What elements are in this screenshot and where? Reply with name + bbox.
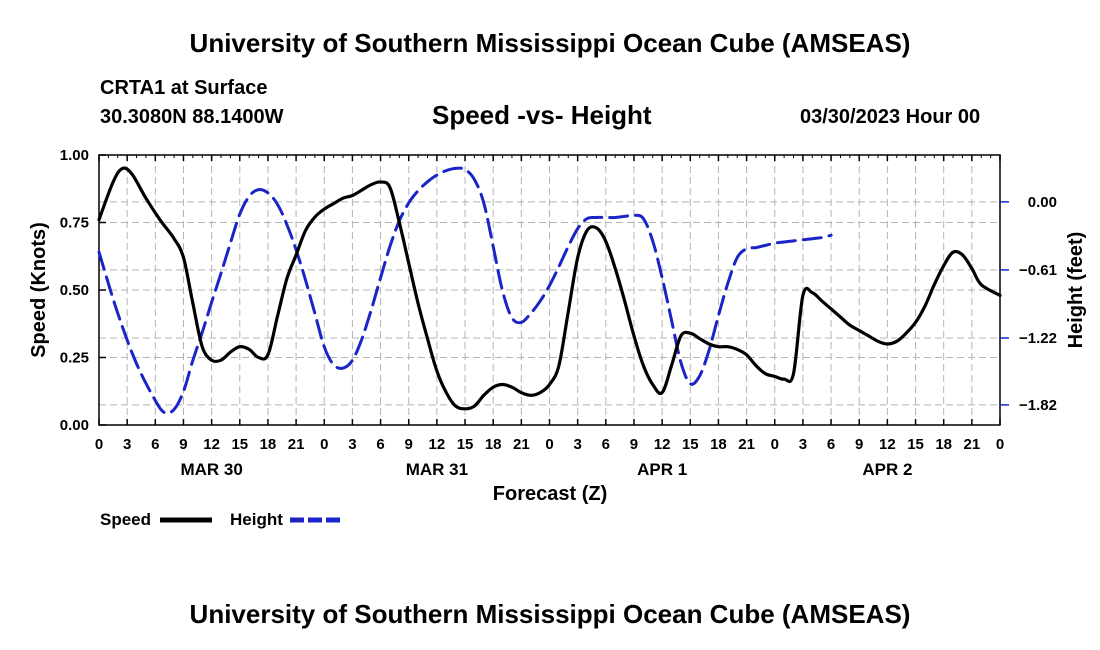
x-tick-label: 0	[95, 436, 103, 453]
series-line-speed	[97, 166, 1002, 411]
x-tick-label: 9	[179, 436, 187, 453]
footer-title: University of Southern Mississippi Ocean…	[189, 599, 911, 629]
x-tick-label: 0	[771, 436, 779, 453]
y-tick-label-left: 0.75	[60, 215, 89, 232]
x-tick-label: 12	[203, 436, 220, 453]
x-tick-label: 6	[376, 436, 384, 453]
x-tick-label: 21	[288, 436, 305, 453]
coordinates-label: 30.3080N 88.1400W	[100, 106, 284, 128]
x-tick-label: 18	[710, 436, 727, 453]
x-tick-label: 9	[855, 436, 863, 453]
x-tick-label: 0	[996, 436, 1004, 453]
x-tick-label: 12	[879, 436, 896, 453]
y-tick-label-left: 1.00	[60, 147, 89, 164]
y-tick-label-left: 0.50	[60, 282, 89, 299]
station-label: CRTA1 at Surface	[100, 77, 268, 99]
x-tick-label: 3	[573, 436, 581, 453]
grid-lines	[99, 155, 1000, 425]
y-tick-label-right: −0.61	[1019, 262, 1057, 279]
x-tick-label: 9	[405, 436, 413, 453]
x-tick-label: 3	[348, 436, 356, 453]
axis-ticks	[98, 154, 1009, 426]
series-line-height	[97, 166, 833, 415]
date-label: APR 1	[637, 460, 687, 479]
x-tick-label: 15	[457, 436, 474, 453]
x-tick-label: 15	[907, 436, 924, 453]
axis-labels: 0 3 6 9 12 15 18 21 0 3 6 9 12 15 18 21 0 3 6 9 12 15 18 21 0 3 6 9…	[60, 147, 1057, 479]
x-tick-label: 12	[654, 436, 671, 453]
x-tick-label: 15	[231, 436, 248, 453]
x-tick-label: 9	[630, 436, 638, 453]
x-tick-label: 0	[545, 436, 553, 453]
legend: Speed Height	[100, 510, 342, 529]
datetime-label: 03/30/2023 Hour 00	[800, 106, 981, 128]
x-tick-label: 21	[513, 436, 530, 453]
x-tick-label: 21	[964, 436, 981, 453]
y-tick-label-left: 0.25	[60, 350, 89, 367]
legend-speed-label: Speed	[100, 510, 151, 529]
y-tick-label-right: 0.00	[1028, 194, 1057, 211]
y-tick-label-left: 0.00	[60, 417, 89, 434]
x-tick-label: 21	[738, 436, 755, 453]
main-title: University of Southern Mississippi Ocean…	[189, 28, 911, 58]
x-tick-label: 18	[260, 436, 277, 453]
x-axis-label: Forecast (Z)	[493, 483, 607, 505]
series-group	[97, 166, 1002, 415]
date-label: APR 2	[862, 460, 912, 479]
y-tick-label-right: −1.22	[1019, 330, 1057, 347]
x-tick-label: 6	[827, 436, 835, 453]
x-tick-label: 3	[799, 436, 807, 453]
x-tick-label: 12	[429, 436, 446, 453]
y-tick-label-right: −1.82	[1019, 397, 1057, 414]
chart-title: Speed -vs- Height	[432, 100, 652, 130]
x-tick-label: 15	[682, 436, 699, 453]
x-tick-label: 3	[123, 436, 131, 453]
x-tick-label: 0	[320, 436, 328, 453]
x-tick-label: 18	[485, 436, 502, 453]
x-tick-label: 18	[935, 436, 952, 453]
date-label: MAR 31	[406, 460, 468, 479]
y-axis-label-left: Speed (Knots)	[28, 222, 50, 358]
x-tick-label: 6	[602, 436, 610, 453]
legend-height-label: Height	[230, 510, 283, 529]
y-axis-label-right: Height (feet)	[1065, 232, 1087, 349]
x-tick-label: 6	[151, 436, 159, 453]
date-label: MAR 30	[180, 460, 242, 479]
